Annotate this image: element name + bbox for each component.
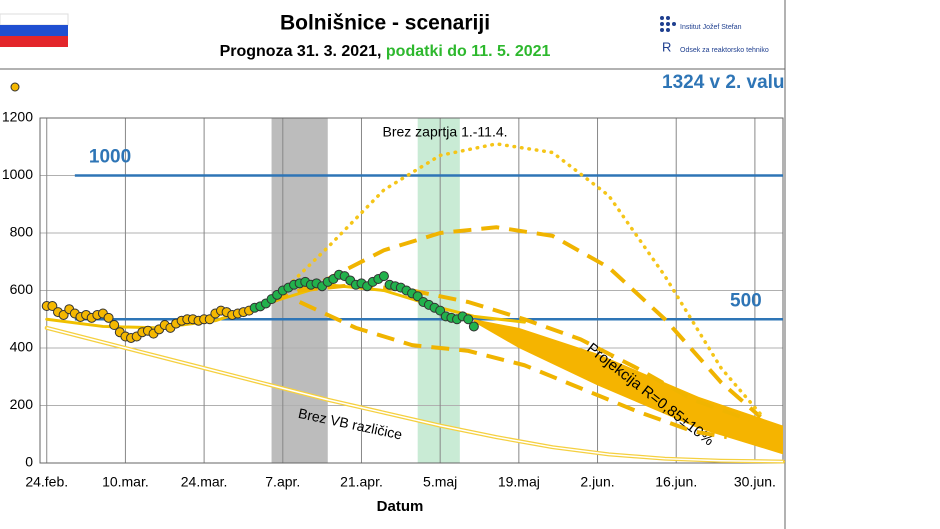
- x-tick-label: 30.jun.: [734, 474, 776, 490]
- x-tick-label: 21.apr.: [340, 474, 383, 490]
- logo-text: Odsek za reaktorsko tehniko: [680, 47, 769, 54]
- scenario-line: [299, 282, 750, 422]
- logo-text: Institut Jožef Stefan: [680, 24, 742, 31]
- legend-marker: [10, 82, 20, 92]
- y-tick-label: 1200: [2, 109, 33, 125]
- reference-label: 500: [730, 290, 762, 311]
- y-tick-label: 800: [10, 224, 34, 240]
- plot-frame: [39, 117, 784, 464]
- y-tick-label: 600: [10, 281, 34, 297]
- x-tick-label: 2.jun.: [580, 474, 614, 490]
- data-point: [109, 320, 120, 330]
- projection-band: [473, 319, 783, 455]
- data-point: [463, 314, 474, 325]
- x-tick-label: 10.mar.: [102, 474, 149, 490]
- series-label: Brez zaprtja 1.-11.4.: [382, 124, 507, 140]
- chart-subtitle: Prognoza 31. 3. 2021, podatki do 11. 5. …: [220, 43, 551, 60]
- chart-title: Bolnišnice - scenariji: [280, 12, 490, 35]
- x-tick-label: 5.maj: [423, 474, 457, 490]
- data-point: [468, 321, 479, 332]
- data-point: [378, 271, 389, 282]
- reference-label: 1000: [89, 147, 131, 168]
- x-tick-label: 16.jun.: [655, 474, 697, 490]
- x-tick-label: 7.apr.: [265, 474, 300, 490]
- flag: [0, 13, 69, 47]
- logo-dots: [660, 16, 676, 32]
- scenario-line: [298, 300, 728, 440]
- y-tick-label: 1000: [2, 166, 33, 182]
- scenario-line: [269, 142, 763, 416]
- scenario-line-inner: [46, 327, 784, 463]
- x-tick-label: 24.feb.: [25, 474, 68, 490]
- data-point: [103, 312, 114, 323]
- x-tick-label: 19.maj: [498, 474, 540, 490]
- y-tick-label: 200: [10, 396, 34, 412]
- y-tick-label: 400: [10, 339, 34, 355]
- trend-line: [45, 283, 526, 330]
- scenario-line: [270, 225, 762, 419]
- y-tick-label: 0: [25, 454, 33, 470]
- subtitle-part: podatki do 11. 5. 2021: [386, 43, 551, 60]
- subtitle-part: Prognoza 31. 3. 2021,: [220, 43, 382, 60]
- x-tick-label: 24.mar.: [181, 474, 228, 490]
- logo-mark: R: [662, 39, 671, 54]
- note: 1324 v 2. valu: [662, 72, 785, 93]
- data-point: [47, 301, 58, 312]
- x-axis-label: Datum: [377, 498, 424, 515]
